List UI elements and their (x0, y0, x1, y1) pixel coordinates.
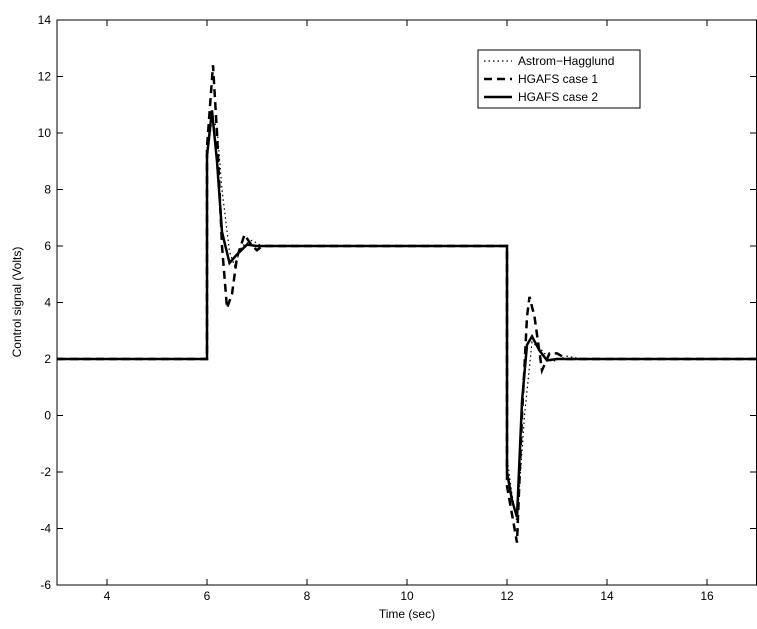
legend-label: HGAFS case 1 (518, 72, 598, 86)
series-line (57, 117, 757, 523)
x-tick-label: 8 (304, 589, 311, 603)
y-tick-label: 12 (38, 70, 52, 84)
x-tick-label: 14 (600, 589, 614, 603)
series-line (57, 65, 757, 543)
y-tick-label: 0 (44, 409, 51, 423)
x-axis-label: Time (sec) (379, 607, 435, 621)
series-line (57, 110, 757, 518)
x-tick-label: 16 (700, 589, 714, 603)
y-tick-label: -6 (40, 578, 51, 592)
legend-label: Astrom−Hagglund (518, 54, 614, 68)
y-tick-label: 14 (38, 13, 52, 27)
y-tick-label: -4 (40, 522, 51, 536)
y-tick-label: 2 (44, 352, 51, 366)
plot-frame (56, 19, 757, 586)
y-axis-label: Control signal (Volts) (10, 247, 24, 358)
x-tick-label: 4 (104, 589, 111, 603)
y-tick-label: 4 (44, 296, 51, 310)
legend-label: HGAFS case 2 (518, 90, 598, 104)
y-tick-label: 8 (44, 183, 51, 197)
y-tick-label: 10 (38, 126, 52, 140)
x-tick-label: 6 (204, 589, 211, 603)
x-tick-label: 10 (400, 589, 414, 603)
y-tick-label: 6 (44, 239, 51, 253)
y-tick-label: -2 (40, 465, 51, 479)
x-tick-label: 12 (500, 589, 514, 603)
